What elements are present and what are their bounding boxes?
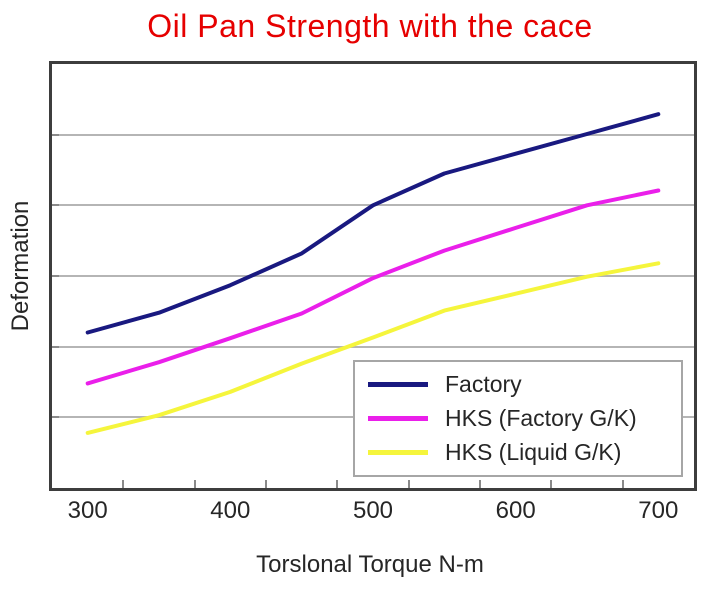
x-axis-tick bbox=[265, 480, 267, 488]
hks-factory-gk-line-swatch bbox=[368, 415, 428, 421]
hks-factory-g-k-line bbox=[85, 188, 661, 386]
x-axis-tick bbox=[407, 480, 410, 488]
gridline bbox=[52, 345, 694, 348]
x-tick-label-400: 400 bbox=[210, 497, 251, 524]
hks-liquid-g-k-line bbox=[85, 261, 661, 435]
hks-liquid-gk-line-swatch bbox=[368, 449, 428, 455]
factory-line bbox=[85, 112, 661, 335]
y-axis-tick bbox=[52, 345, 59, 348]
legend-label-factory: Factory bbox=[445, 371, 522, 398]
chart-title: Oil Pan Strength with the cace bbox=[147, 8, 593, 44]
x-tick-label-600: 600 bbox=[495, 497, 536, 524]
x-axis-tick bbox=[193, 480, 196, 488]
x-axis-title: Torslonal Torque N-m bbox=[256, 551, 484, 578]
legend: Factory HKS (Factory G/K) HKS (Liquid G/… bbox=[353, 360, 683, 477]
x-axis-tick bbox=[550, 480, 553, 488]
legend-row-hks-liquid-gk: HKS (Liquid G/K) bbox=[368, 439, 681, 466]
x-tick-label-500: 500 bbox=[352, 497, 394, 524]
factory-line-swatch bbox=[368, 382, 428, 388]
series-lines bbox=[85, 112, 661, 435]
legend-label-hks-liquid-gk: HKS (Liquid G/K) bbox=[445, 438, 622, 465]
x-tick-label-300: 300 bbox=[67, 497, 108, 524]
x-axis-tick bbox=[621, 480, 624, 488]
y-axis-tick bbox=[52, 416, 59, 419]
x-tick-label-700: 700 bbox=[638, 497, 679, 524]
x-axis-tick bbox=[479, 480, 481, 488]
y-axis-tick bbox=[52, 275, 59, 277]
x-axis-tick bbox=[336, 480, 339, 488]
legend-label-hks-factory-gk: HKS (Factory G/K) bbox=[445, 404, 637, 431]
x-axis-tick bbox=[122, 480, 125, 488]
gridline bbox=[52, 133, 694, 136]
y-axis-tick bbox=[52, 204, 59, 207]
legend-row-hks-factory-gk: HKS (Factory G/K) bbox=[368, 405, 681, 432]
y-axis-label: Deformation bbox=[7, 200, 34, 332]
legend-row-factory: Factory bbox=[368, 371, 681, 398]
y-axis-tick bbox=[52, 133, 59, 136]
